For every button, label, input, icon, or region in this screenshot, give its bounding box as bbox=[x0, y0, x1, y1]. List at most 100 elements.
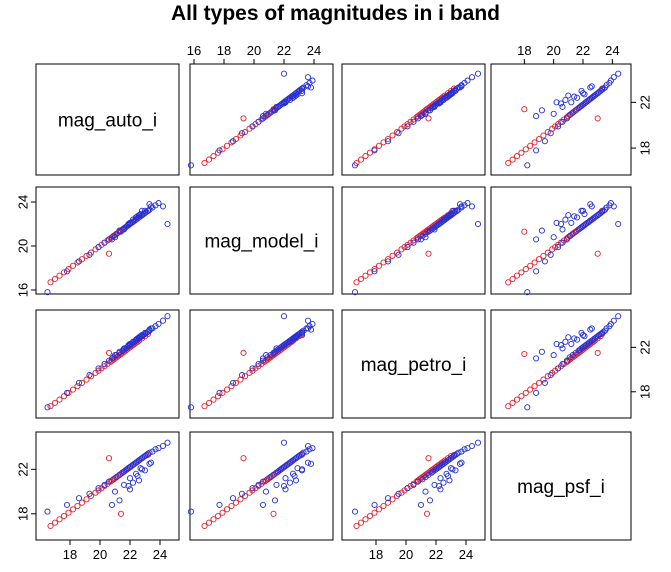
point-blue bbox=[588, 83, 595, 90]
tick-label-bottom: 20 bbox=[399, 547, 413, 562]
point-blue bbox=[541, 379, 548, 386]
point-red bbox=[594, 349, 601, 356]
point-red bbox=[83, 252, 90, 259]
point-blue bbox=[410, 481, 417, 488]
point-blue bbox=[600, 328, 607, 335]
point-blue bbox=[144, 207, 152, 214]
tick-label-top: 16 bbox=[187, 43, 201, 58]
tick-label-top: 24 bbox=[605, 43, 619, 58]
point-blue bbox=[571, 335, 578, 342]
point-red bbox=[425, 115, 432, 122]
point-red bbox=[240, 115, 247, 122]
point-blue bbox=[533, 236, 540, 243]
point-blue bbox=[262, 488, 270, 495]
point-red bbox=[535, 135, 543, 143]
panel-model-vs-auto bbox=[35, 186, 180, 296]
point-blue bbox=[578, 207, 585, 214]
point-blue bbox=[286, 479, 294, 486]
point-red bbox=[518, 269, 525, 276]
point-red bbox=[531, 139, 538, 146]
point-red bbox=[201, 159, 208, 167]
point-red bbox=[594, 115, 601, 122]
point-blue bbox=[111, 488, 119, 495]
point-blue bbox=[458, 83, 465, 90]
point-blue bbox=[538, 227, 545, 234]
point-blue bbox=[259, 355, 267, 362]
point-blue bbox=[615, 313, 622, 320]
point-blue bbox=[440, 479, 447, 486]
point-blue bbox=[187, 404, 195, 411]
point-red bbox=[60, 512, 68, 520]
point-red bbox=[60, 393, 68, 400]
point-blue bbox=[553, 99, 560, 106]
panel-frame bbox=[189, 309, 334, 419]
point-red bbox=[47, 403, 54, 410]
point-blue bbox=[63, 268, 71, 275]
point-red bbox=[505, 279, 512, 286]
point-blue bbox=[615, 70, 622, 77]
point-blue bbox=[538, 107, 545, 114]
point-blue bbox=[63, 501, 71, 508]
point-red bbox=[384, 135, 392, 143]
tick-label-top: 18 bbox=[517, 43, 531, 58]
point-blue bbox=[146, 460, 153, 467]
panel-psf-vs-psf: mag_psf_i bbox=[490, 431, 632, 541]
point-blue bbox=[116, 348, 123, 355]
point-blue bbox=[155, 200, 162, 207]
point-blue bbox=[249, 485, 256, 492]
variable-label-model: mag_model_i bbox=[204, 232, 318, 253]
point-blue bbox=[440, 216, 447, 223]
point-blue bbox=[155, 320, 162, 328]
point-red bbox=[78, 499, 86, 506]
point-blue bbox=[557, 100, 565, 107]
point-red bbox=[69, 386, 77, 393]
point-red bbox=[87, 373, 95, 380]
point-blue bbox=[384, 258, 392, 265]
point-blue bbox=[581, 211, 588, 218]
point-blue bbox=[568, 219, 575, 226]
point-blue bbox=[44, 289, 51, 296]
point-blue bbox=[138, 207, 146, 214]
point-red bbox=[241, 373, 249, 380]
point-red bbox=[389, 496, 396, 503]
point-blue bbox=[108, 236, 116, 243]
point-blue bbox=[524, 162, 531, 169]
point-blue bbox=[395, 130, 402, 137]
point-blue bbox=[426, 227, 434, 234]
point-red bbox=[384, 256, 392, 263]
point-red bbox=[380, 502, 387, 510]
point-red bbox=[531, 383, 538, 390]
point-red bbox=[375, 506, 383, 513]
panel-petro-vs-psf bbox=[490, 309, 632, 419]
point-blue bbox=[120, 345, 128, 352]
point-blue bbox=[440, 96, 447, 104]
point-blue bbox=[533, 389, 540, 396]
point-blue bbox=[524, 404, 531, 411]
point-red bbox=[51, 399, 59, 406]
point-blue bbox=[238, 490, 246, 497]
point-blue bbox=[559, 345, 566, 352]
point-blue bbox=[86, 251, 93, 258]
point-blue bbox=[298, 90, 306, 97]
tick-label-left: 20 bbox=[15, 239, 30, 253]
point-red bbox=[531, 259, 538, 266]
point-red bbox=[509, 275, 516, 283]
point-blue bbox=[280, 482, 288, 490]
point-blue bbox=[298, 329, 306, 336]
point-blue bbox=[229, 379, 237, 386]
tick-label-top: 22 bbox=[576, 43, 590, 58]
chart-title: All types of magnitudes in i band bbox=[170, 2, 501, 25]
point-blue bbox=[449, 207, 456, 214]
point-blue bbox=[259, 113, 267, 120]
point-blue bbox=[410, 118, 417, 125]
point-blue bbox=[395, 490, 402, 497]
point-red bbox=[509, 156, 516, 163]
point-red bbox=[440, 458, 447, 465]
point-blue bbox=[309, 77, 316, 84]
point-red bbox=[223, 386, 231, 393]
point-blue bbox=[304, 442, 312, 450]
point-blue bbox=[125, 342, 132, 349]
tick-label-bottom: 24 bbox=[459, 547, 473, 562]
point-red bbox=[362, 272, 369, 279]
point-red bbox=[540, 252, 547, 259]
